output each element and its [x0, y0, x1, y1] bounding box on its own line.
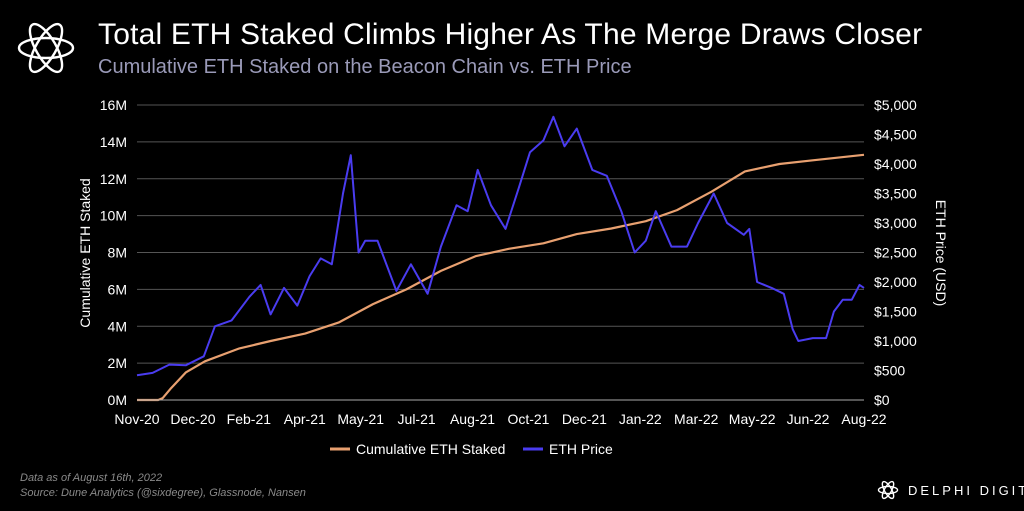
x-tick-label: Aug-22: [841, 411, 886, 427]
right-tick-label: $2,000: [874, 274, 917, 290]
left-tick-label: 10M: [100, 208, 127, 224]
right-tick-label: $3,000: [874, 215, 917, 231]
right-tick-label: $4,500: [874, 127, 917, 143]
x-tick-label: Oct-21: [507, 411, 549, 427]
legend-label-staked: Cumulative ETH Staked: [356, 441, 505, 457]
left-tick-label: 8M: [108, 245, 127, 261]
x-tick-label: Dec-20: [170, 411, 215, 427]
page-subtitle: Cumulative ETH Staked on the Beacon Chai…: [98, 56, 632, 78]
left-tick-label: 4M: [108, 318, 127, 334]
right-tick-label: $5,000: [874, 97, 917, 113]
right-axis-title: ETH Price (USD): [933, 200, 949, 307]
x-tick-label: Apr-21: [284, 411, 326, 427]
delphi-logo-icon: [17, 22, 75, 74]
series: [136, 115, 865, 402]
x-tick-label: Mar-22: [674, 411, 719, 427]
x-tick-label: Jan-22: [619, 411, 662, 427]
brand: DELPHI DIGITAL: [876, 476, 1024, 504]
right-tick-label: $4,000: [874, 156, 917, 172]
left-tick-label: 12M: [100, 171, 127, 187]
right-tick-label: $1,500: [874, 304, 917, 320]
page-title: Total ETH Staked Climbs Higher As The Me…: [98, 18, 923, 51]
x-tick-label: May-22: [729, 411, 776, 427]
left-tick-label: 16M: [100, 97, 127, 113]
right-tick-label: $3,500: [874, 186, 917, 202]
left-tick-label: 14M: [100, 134, 127, 150]
x-tick-label: Jul-21: [398, 411, 436, 427]
x-tick-label: Feb-21: [227, 411, 272, 427]
left-tick-label: 6M: [108, 281, 127, 297]
source-note: Source: Dune Analytics (@sixdegree), Gla…: [20, 487, 306, 499]
right-tick-label: $1,000: [874, 333, 917, 349]
left-axis-ticks: 0M 2M 4M 6M 8M 10M 12M 14M 16M: [100, 97, 127, 408]
x-tick-label: Dec-21: [562, 411, 607, 427]
x-tick-label: May-21: [337, 411, 384, 427]
gridlines: [137, 104, 864, 364]
x-tick-label: Aug-21: [450, 411, 495, 427]
right-tick-label: $0: [874, 392, 890, 408]
left-axis-title: Cumulative ETH Staked: [77, 178, 93, 327]
left-tick-label: 0M: [108, 392, 127, 408]
legend-label-price: ETH Price: [549, 441, 613, 457]
series-line-price: [136, 115, 865, 377]
right-tick-label: $2,500: [874, 245, 917, 261]
x-axis-ticks: Nov-20 Dec-20 Feb-21 Apr-21 May-21 Jul-21 Aug-…: [114, 411, 886, 427]
legend: Cumulative ETH Staked ETH Price: [330, 441, 613, 457]
x-tick-label: Nov-20: [114, 411, 159, 427]
brand-name: DELPHI DIGITAL: [908, 482, 1024, 498]
right-tick-label: $500: [874, 363, 905, 379]
right-axis-ticks: $0 $500 $1,000 $1,500 $2,000 $2,500 $3,000 $3,5…: [874, 97, 917, 408]
x-tick-label: Jun-22: [787, 411, 830, 427]
left-tick-label: 2M: [108, 355, 127, 371]
series-line-staked: [137, 153, 865, 402]
data-note: Data as of August 16th, 2022: [20, 472, 163, 484]
delphi-logo-icon: [877, 480, 899, 500]
